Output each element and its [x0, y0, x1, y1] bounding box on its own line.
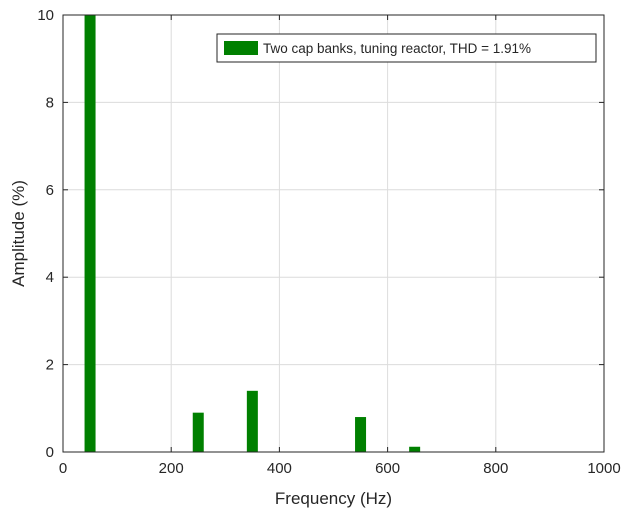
bars	[84, 15, 421, 452]
y-tick-label: 8	[46, 94, 54, 111]
x-tick-label: 200	[159, 460, 184, 477]
legend-box	[216, 33, 597, 63]
x-axis-label: Frequency (Hz)	[275, 489, 392, 508]
bar	[355, 417, 367, 452]
y-tick-label: 10	[37, 7, 54, 24]
y-tick-label: 0	[46, 444, 54, 461]
y-axis-label: Amplitude (%)	[9, 180, 28, 287]
x-tick-label: 1000	[587, 460, 620, 477]
x-tick-label: 800	[483, 460, 508, 477]
plot-frame	[62, 14, 605, 453]
grid	[62, 14, 605, 453]
legend-swatch	[224, 41, 258, 55]
y-tick-label: 6	[46, 182, 54, 199]
y-tick-label: 4	[46, 269, 54, 286]
bar	[246, 390, 258, 452]
ticks	[62, 14, 605, 453]
bar	[84, 15, 96, 452]
legend: Two cap banks, tuning reactor, THD = 1.9…	[216, 33, 597, 63]
x-tick-label: 400	[267, 460, 292, 477]
x-tick-label: 0	[59, 460, 67, 477]
tick-labels: 0 200 400 600 800 1000 0 2 4 6 8 10	[37, 7, 620, 477]
bar	[409, 446, 421, 452]
y-tick-label: 2	[46, 357, 54, 374]
legend-entry: Two cap banks, tuning reactor, THD = 1.9…	[263, 41, 531, 56]
bar	[192, 412, 204, 452]
x-tick-label: 600	[375, 460, 400, 477]
